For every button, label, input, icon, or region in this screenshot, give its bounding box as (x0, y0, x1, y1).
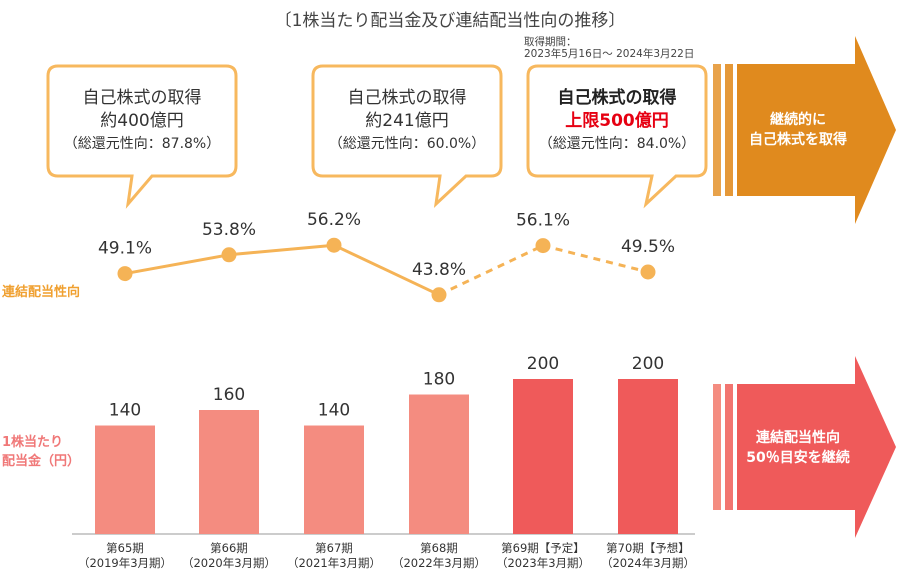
bubble-1-line1: 自己株式の取得 (82, 88, 202, 108)
dps-value-label: 200 (632, 354, 664, 374)
chart-title: 〔1株当たり配当金及び連結配当性向の推移〕 (274, 11, 626, 31)
x-tick-label: 第69期【予定】 (501, 541, 585, 555)
bubble-3-text: 自己株式の取得 上限500億円 （総還元性向：84.0%） (528, 87, 706, 156)
acquisition-period: 取得期間： 2023年5月16日～ 2024年3月22日 (524, 36, 694, 60)
payout-ratio-label: 連結配当性向 (2, 285, 81, 300)
payout-value-label: 49.1% (98, 239, 152, 259)
bottom-arrow (713, 356, 896, 538)
x-tick-sublabel: （2021年3月期） (287, 556, 381, 570)
bottom-arrow-line1: 連結配当性向 (756, 430, 840, 446)
payout-line-segment (228, 243, 335, 257)
bubble-1-line3: （総還元性向：87.8%） (63, 136, 221, 152)
dps-value-label: 140 (318, 401, 350, 421)
bubble-2-line1: 自己株式の取得 (347, 88, 467, 108)
payout-point (640, 264, 656, 280)
dps-bar (199, 410, 259, 534)
payout-value-label: 56.2% (307, 210, 361, 230)
top-arrow (713, 36, 896, 224)
dps-value-label: 160 (213, 385, 245, 405)
bubble-3-line1: 自己株式の取得 (557, 88, 677, 108)
dps-bar (409, 394, 469, 534)
payout-value-label: 53.8% (202, 220, 256, 240)
acquisition-period-range: 2023年5月16日～ 2024年3月22日 (524, 48, 695, 60)
speech-bubble-2 (311, 64, 503, 208)
payout-value-label: 56.1% (516, 211, 570, 231)
speech-bubble-1 (46, 64, 238, 209)
x-tick-label: 第65期 (106, 541, 144, 555)
dps-bar (95, 425, 155, 534)
bubble-1-text: 自己株式の取得 約400億円 （総還元性向：87.8%） (48, 87, 236, 156)
top-arrow-line2: 自己株式を取得 (749, 132, 847, 148)
bubble-2-line2: 約241億円 (365, 111, 449, 131)
dps-label: 1株当たり 配当金（円） (2, 433, 80, 471)
bubble-3-line2: 上限500億円 (565, 111, 669, 131)
payout-point (221, 247, 237, 263)
payout-point (535, 238, 551, 254)
speech-bubble-3 (526, 64, 708, 209)
x-tick-label: 第66期 (210, 541, 248, 555)
dps-value-label: 180 (423, 370, 455, 390)
payout-value-label: 43.8% (412, 260, 466, 280)
x-tick-label: 第70期【予想】 (606, 541, 690, 555)
bubble-1-line2: 約400億円 (100, 111, 184, 131)
payout-line-segment (438, 244, 544, 297)
payout-line-segment (542, 244, 649, 274)
dps-label-line2: 配当金（円） (2, 454, 81, 469)
dps-label-line1: 1株当たり (2, 435, 64, 450)
top-arrow-text: 継続的に 自己株式を取得 (741, 110, 855, 150)
payout-point (326, 237, 342, 253)
payout-point (117, 266, 133, 282)
bubble-3-line3: （総還元性向：84.0%） (538, 136, 696, 152)
payout-value-label: 49.5% (621, 237, 675, 257)
dps-value-label: 200 (527, 354, 559, 374)
x-tick-label: 第68期 (420, 541, 458, 555)
dps-bar (618, 379, 678, 534)
dps-bar (304, 425, 364, 534)
x-tick-sublabel: （2023年3月期） (496, 556, 590, 570)
bubble-2-line3: （総還元性向：60.0%） (328, 136, 486, 152)
x-tick-sublabel: （2022年3月期） (392, 556, 486, 570)
payout-point (431, 287, 447, 303)
dps-bar (513, 379, 573, 534)
dps-value-label: 140 (109, 401, 141, 421)
x-tick-sublabel: （2019年3月期） (78, 556, 172, 570)
payout-line-segment (124, 253, 230, 276)
acquisition-period-label: 取得期間： (524, 36, 577, 48)
bubble-2-text: 自己株式の取得 約241億円 （総還元性向：60.0%） (313, 87, 501, 156)
bottom-arrow-line2: 50％目安を継続 (746, 450, 850, 466)
x-tick-sublabel: （2024年3月期） (601, 556, 695, 570)
bottom-arrow-text: 連結配当性向 50％目安を継続 (741, 428, 855, 468)
x-tick-sublabel: （2020年3月期） (182, 556, 276, 570)
top-arrow-line1: 継続的に (770, 112, 826, 128)
x-tick-label: 第67期 (315, 541, 353, 555)
payout-line-segment (333, 243, 440, 297)
